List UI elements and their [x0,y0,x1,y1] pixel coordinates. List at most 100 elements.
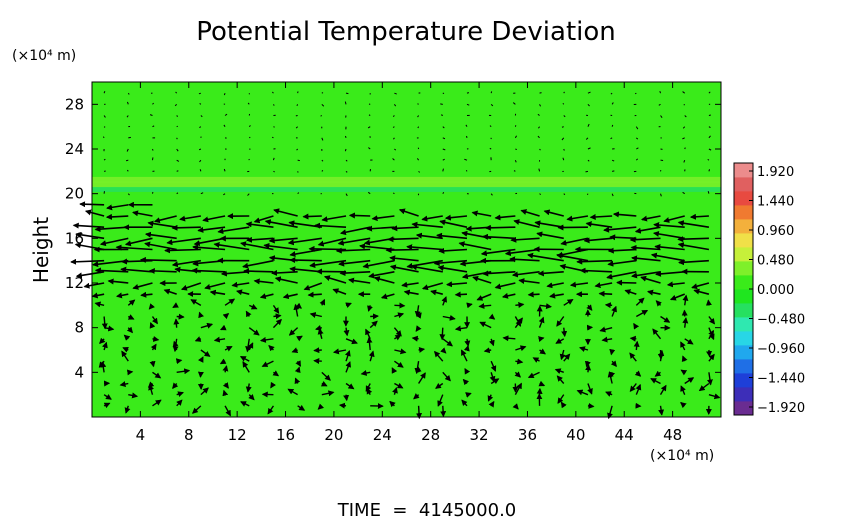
wind-vector [569,281,589,288]
x-tick-label: 32 [470,426,489,444]
wind-vector [416,405,423,420]
wind-vector [490,193,493,196]
wind-vector [296,148,299,151]
wind-vector [587,147,591,150]
wind-vector [295,360,302,367]
y-tick-label: 12 [65,274,84,292]
wind-vector [147,381,155,388]
wind-vector [708,393,721,400]
wind-vector [190,299,202,306]
wind-vector [102,136,105,139]
wind-vector [222,382,229,389]
wind-vector [549,292,564,299]
wind-vector [708,148,712,151]
wind-vector [248,303,258,310]
wind-vector [682,294,689,306]
wind-vector [481,233,516,240]
wind-vector [682,137,685,140]
y-axis: 4 8 12 16 20 24 28 [65,95,721,381]
wind-vector [338,259,371,267]
wind-vector [634,370,642,377]
wind-vector [421,215,443,222]
wind-vector [366,225,395,232]
wind-vector [538,316,545,328]
wind-vector [272,304,280,314]
band-stripe [92,181,721,188]
wind-vector [176,170,179,172]
wind-vector [176,399,183,407]
wind-vector [144,241,177,251]
wind-vector [537,135,540,139]
wind-vector [708,135,711,139]
wind-vector [563,193,566,196]
wind-vector [319,298,326,306]
wind-vector [296,104,299,106]
wind-vector [200,387,209,396]
wind-vector [586,304,593,311]
wind-vector [270,381,277,389]
wind-vector [610,360,617,368]
wind-vector [268,344,275,352]
wind-vector [335,247,371,254]
wind-vector [273,208,298,217]
wind-vector [295,126,298,129]
wind-vector [367,126,371,129]
wind-vector [583,237,613,244]
wind-vector [309,312,322,318]
wind-vector [289,257,322,264]
colorbar-swatch [734,345,753,360]
wind-vector [442,192,445,194]
wind-vector [148,303,155,310]
wind-vector [392,158,395,161]
wind-vector [689,213,709,220]
wind-vector [199,103,202,105]
wind-vector [296,335,303,342]
wind-vector [394,382,404,389]
wind-vector [272,157,275,161]
wind-vector [560,237,589,246]
wind-vector [368,350,375,362]
wind-vector [152,399,162,407]
wind-vector [476,293,492,301]
wind-vector [633,322,640,330]
wind-vector [435,382,444,389]
colorbar-swatch [734,359,753,374]
wind-vector [705,299,712,306]
wind-vector [343,327,350,337]
wind-vector [224,405,231,417]
wind-vector [556,316,565,327]
wind-vector [515,148,517,151]
wind-vector [465,170,468,172]
wind-vector [601,336,613,343]
wind-vector [149,360,156,368]
wind-vector [393,327,402,337]
x-unit-label: (×10⁴ m) [650,448,714,464]
wind-vector [200,192,204,195]
wind-vector [681,355,688,363]
wind-vector [417,126,420,129]
wind-vector [466,103,470,106]
wind-vector [393,192,395,195]
wind-vector [655,300,662,307]
wind-vector [126,148,129,152]
wind-vector [103,402,111,409]
wind-vector [460,349,468,362]
wind-vector [489,372,496,383]
wind-vector [245,338,252,353]
wind-vector [539,303,552,310]
wind-vector [223,193,226,196]
wind-vector [556,252,589,262]
colorbar-swatch [734,387,753,402]
wind-vector [579,346,589,352]
wind-vector [501,292,516,299]
wind-vector [152,125,155,128]
wind-vector [454,291,468,298]
wind-vector [369,320,378,329]
wind-vector [441,296,448,306]
wind-vector [259,293,274,300]
wind-vector [98,360,105,368]
wind-vector [308,245,347,252]
wind-vector [126,326,134,334]
wind-vector [321,390,335,397]
